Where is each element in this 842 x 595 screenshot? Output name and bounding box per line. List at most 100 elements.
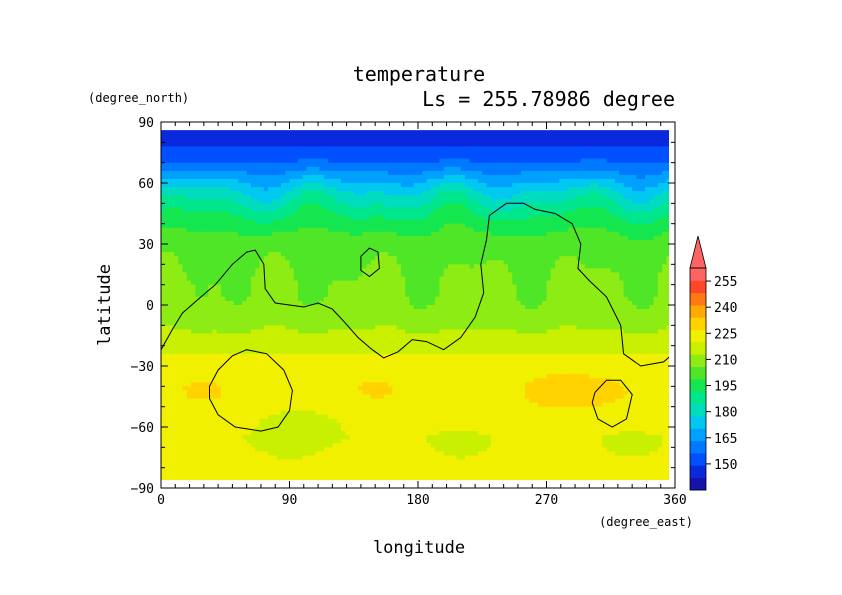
temperature-cell — [182, 187, 188, 192]
temperature-cell — [465, 166, 470, 172]
temperature-cell — [268, 187, 273, 192]
temperature-cell — [482, 195, 488, 200]
temperature-cell — [276, 239, 282, 245]
temperature-cell — [619, 162, 625, 168]
temperature-cell — [405, 288, 411, 294]
temperature-cell — [671, 203, 673, 208]
temperature-cell — [323, 183, 329, 188]
temperature-cell — [585, 154, 590, 160]
temperature-cell — [208, 215, 213, 221]
temperature-cell — [336, 207, 342, 213]
temperature-cell — [285, 158, 291, 164]
temperature-cell — [195, 284, 201, 290]
temperature-cell — [615, 178, 620, 184]
temperature-cell — [537, 187, 543, 192]
temperature-cell — [161, 199, 166, 204]
temperature-cell — [657, 256, 663, 261]
temperature-cell — [537, 138, 543, 143]
temperature-cell — [242, 252, 248, 257]
temperature-cell — [529, 252, 535, 257]
temperature-cell — [400, 154, 406, 160]
temperature-cell — [340, 256, 346, 261]
temperature-cell — [409, 292, 415, 298]
temperature-cell — [289, 292, 295, 298]
temperature-cell — [203, 138, 209, 143]
temperature-cell — [161, 150, 166, 156]
temperature-cell — [447, 256, 453, 261]
temperature-cell — [195, 142, 201, 147]
temperature-cell — [259, 138, 265, 143]
temperature-cell — [182, 276, 188, 282]
temperature-cell — [439, 150, 445, 156]
temperature-cell — [447, 223, 453, 229]
temperature-cell — [627, 215, 633, 221]
temperature-cell — [178, 219, 184, 225]
temperature-cell — [533, 191, 539, 196]
temperature-cell — [645, 248, 650, 253]
temperature-cell — [169, 215, 175, 221]
temperature-cell — [439, 219, 445, 225]
temperature-cell — [499, 231, 505, 237]
temperature-cell — [516, 284, 522, 290]
temperature-cell — [383, 296, 389, 302]
temperature-cell — [623, 248, 629, 253]
temperature-cell — [542, 199, 548, 204]
temperature-cell — [666, 138, 669, 143]
temperature-cell — [186, 248, 192, 253]
temperature-cell — [375, 268, 381, 274]
temperature-cell — [349, 187, 355, 192]
temperature-cell — [413, 272, 419, 278]
temperature-cell — [456, 292, 462, 298]
temperature-cell — [238, 211, 243, 217]
temperature-cell — [332, 138, 338, 143]
temperature-cell — [632, 146, 638, 152]
temperature-cell — [229, 191, 235, 196]
temperature-cell — [250, 187, 256, 192]
temperature-cell — [580, 239, 586, 245]
temperature-cell — [293, 235, 299, 241]
temperature-cell — [298, 170, 303, 176]
temperature-cell — [546, 264, 552, 269]
temperature-cell — [537, 142, 543, 147]
temperature-cell — [666, 252, 669, 257]
temperature-cell — [379, 211, 385, 217]
temperature-cell — [413, 203, 419, 208]
temperature-cell — [332, 288, 338, 294]
temperature-cell — [190, 296, 196, 302]
temperature-cell — [353, 272, 359, 278]
temperature-cell — [666, 235, 669, 241]
temperature-cell — [285, 292, 291, 298]
temperature-cell — [460, 207, 466, 213]
temperature-cell — [375, 166, 381, 172]
temperature-cell — [619, 268, 625, 274]
temperature-cell — [173, 158, 179, 164]
temperature-cell — [409, 296, 415, 302]
temperature-cell — [430, 268, 436, 274]
temperature-cell — [657, 142, 663, 147]
temperature-cell — [435, 142, 441, 147]
temperature-cell — [520, 191, 526, 196]
temperature-cell — [636, 138, 642, 143]
temperature-cell — [366, 280, 372, 286]
temperature-cell — [671, 224, 673, 229]
temperature-cell — [465, 248, 470, 253]
temperature-cell — [186, 264, 192, 269]
temperature-cell — [426, 211, 432, 217]
temperature-cell — [525, 235, 530, 241]
temperature-cell — [319, 183, 325, 188]
temperature-cell — [555, 215, 560, 221]
temperature-cell — [229, 252, 235, 257]
temperature-cell — [503, 276, 509, 282]
temperature-cell — [298, 174, 303, 180]
temperature-cell — [482, 174, 488, 180]
temperature-cell — [336, 178, 342, 184]
temperature-cell — [447, 183, 453, 188]
temperature-cell — [212, 203, 218, 208]
temperature-cell — [460, 150, 466, 156]
temperature-cell — [392, 187, 398, 192]
temperature-cell — [559, 248, 565, 253]
temperature-cell — [619, 215, 625, 221]
temperature-cell — [632, 154, 638, 160]
temperature-cell — [422, 248, 428, 253]
temperature-cell — [430, 207, 436, 213]
